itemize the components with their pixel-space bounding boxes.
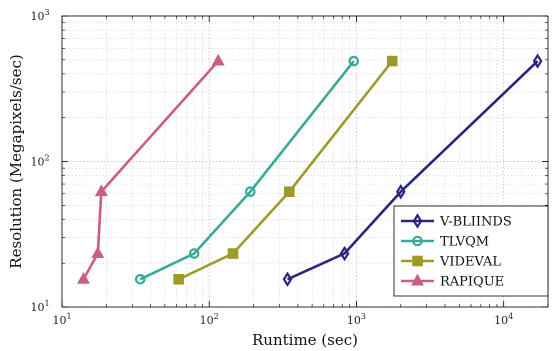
data-point-videval: [227, 248, 239, 259]
y-tick-label: 101: [30, 299, 49, 314]
legend-label-v-bliinds: V-BLIINDS: [439, 215, 512, 230]
series-v-bliinds: [282, 53, 543, 288]
legend-marker-v-bliinds: [412, 213, 423, 229]
x-tick-label: 101: [52, 312, 71, 327]
legend-marker-videval: [412, 255, 423, 267]
series-rapique: [77, 53, 225, 284]
y-tick-label: 103: [30, 8, 49, 23]
series-line-tlvqm: [139, 60, 355, 281]
x-tick-labels: 101 102 103 104: [52, 312, 513, 327]
data-point-v-bliinds: [395, 183, 406, 200]
series-layer: [77, 53, 543, 288]
x-axis-title: Runtime (sec): [252, 331, 358, 349]
legend-marker-tlvqm: [412, 235, 423, 247]
data-point-videval: [173, 274, 184, 285]
y-axis-title: Resolution (Megapixels/sec): [7, 54, 25, 268]
data-point-v-bliinds: [339, 245, 350, 262]
data-point-videval: [284, 186, 295, 198]
x-tick-label: 104: [494, 312, 513, 327]
data-point-rapique: [91, 246, 105, 259]
axis-ticks: [61, 15, 549, 308]
legend-item-rapique: RAPIQUE: [401, 273, 504, 290]
series-tlvqm: [134, 55, 360, 285]
data-point-tlvqm: [134, 274, 146, 285]
series-videval: [173, 55, 398, 285]
legend-label-tlvqm: TLVQM: [440, 235, 489, 250]
legend-item-tlvqm: TLVQM: [401, 235, 489, 250]
y-tick-labels: 101 102 103: [30, 8, 49, 314]
legend-label-videval: VIDEVAL: [439, 255, 501, 270]
legend-label-rapique: RAPIQUE: [440, 275, 504, 290]
series-line-v-bliinds: [286, 60, 539, 281]
data-point-rapique: [211, 53, 225, 66]
data-point-v-bliinds: [532, 53, 543, 69]
x-tick-label: 102: [200, 312, 219, 327]
y-tick-label: 102: [30, 154, 49, 169]
series-line-rapique: [82, 60, 220, 280]
data-point-tlvqm: [188, 248, 200, 259]
data-point-v-bliinds: [282, 271, 293, 288]
legend: V-BLIINDS TLVQM VIDEVAL RAPIQUE: [393, 205, 549, 297]
legend-item-videval: VIDEVAL: [401, 255, 501, 270]
series-line-videval: [178, 60, 394, 281]
x-tick-label: 103: [347, 312, 366, 327]
data-point-rapique: [77, 271, 90, 284]
data-point-rapique: [94, 184, 108, 197]
data-point-videval: [386, 55, 398, 67]
legend-marker-rapique: [411, 273, 424, 286]
legend-item-v-bliinds: V-BLIINDS: [401, 213, 512, 230]
data-point-tlvqm: [244, 186, 256, 198]
data-point-tlvqm: [348, 55, 360, 67]
